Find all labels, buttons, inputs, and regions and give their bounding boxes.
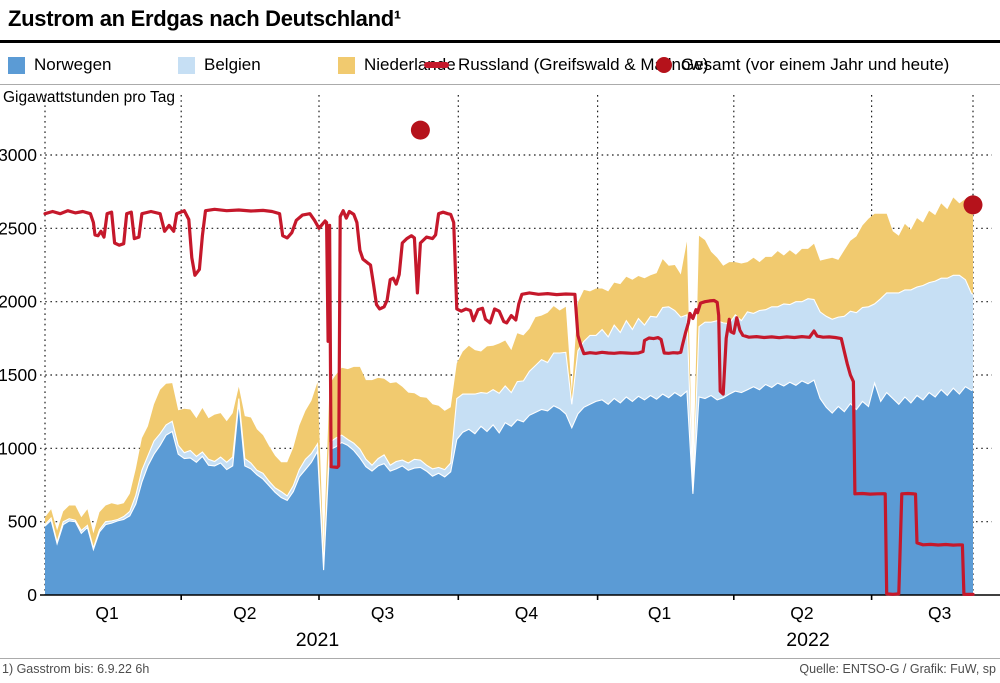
legend-item-norwegen: Norwegen <box>8 49 112 81</box>
norwegen-swatch-icon <box>8 56 25 74</box>
legend-item-russland: Russland (Greifswald & Mallnow) <box>424 49 708 81</box>
x-year-label: 2021 <box>296 629 339 651</box>
belgien-swatch-icon <box>178 56 195 74</box>
russland-line-icon <box>424 62 449 68</box>
area-norwegen <box>45 380 973 595</box>
x-quarter-label: Q1 <box>648 603 671 623</box>
y-tick-label: 500 <box>8 512 37 532</box>
y-tick-label: 2000 <box>0 292 37 312</box>
y-tick-label: 1000 <box>0 438 37 458</box>
gesamt-dot <box>410 120 430 140</box>
title-divider <box>0 40 1000 43</box>
legend-label: Belgien <box>204 55 261 74</box>
y-tick-label: 1500 <box>0 365 37 385</box>
gesamt-dot-icon <box>656 57 672 73</box>
legend-item-gesamt: Gesamt (vor einem Jahr und heute) <box>656 49 949 81</box>
legend-item-niederlande: Niederlande <box>338 49 456 81</box>
y-axis-unit-label: Gigawattstunden pro Tag <box>3 89 176 106</box>
chart-plot: 0 500 1000 1500 2000 2500 3000 Q1 Q2 Q3 Q4 Q1 Q2 Q3 20… <box>0 95 1000 651</box>
niederlande-swatch-icon <box>338 56 355 74</box>
footer-divider <box>0 658 1000 659</box>
legend-item-belgien: Belgien <box>178 49 261 81</box>
page-title: Zustrom an Erdgas nach Deutschland¹ <box>8 6 401 31</box>
boundary-belgien-niederlande <box>44 274 974 565</box>
y-tick-label: 2500 <box>0 218 37 238</box>
x-year-label: 2022 <box>786 629 829 651</box>
legend-divider <box>0 84 1000 85</box>
x-quarter-label: Q3 <box>928 603 951 623</box>
legend: Norwegen Belgien Niederlande Russland (G… <box>0 49 1000 81</box>
y-tick-label: 0 <box>27 585 37 605</box>
x-quarter-label: Q2 <box>233 603 256 623</box>
x-quarter-label: Q4 <box>515 603 539 623</box>
legend-label: Russland (Greifswald & Mallnow) <box>458 55 709 74</box>
x-quarter-label: Q3 <box>371 603 394 623</box>
boundary-norwegen-belgien <box>44 379 974 571</box>
legend-label: Norwegen <box>34 55 112 74</box>
x-quarter-label: Q2 <box>790 603 813 623</box>
gesamt-dot <box>963 195 983 215</box>
x-quarter-label: Q1 <box>95 603 118 623</box>
russland-line <box>43 207 975 596</box>
y-tick-label: 3000 <box>0 145 37 165</box>
footnote-source-note: 1) Gasstrom bis: 6.9.22 6h <box>2 662 150 676</box>
legend-label: Niederlande <box>364 55 456 74</box>
footnote-credit: Quelle: ENTSO-G / Grafik: FuW, sp <box>799 662 996 676</box>
legend-label: Gesamt (vor einem Jahr und heute) <box>681 55 950 74</box>
